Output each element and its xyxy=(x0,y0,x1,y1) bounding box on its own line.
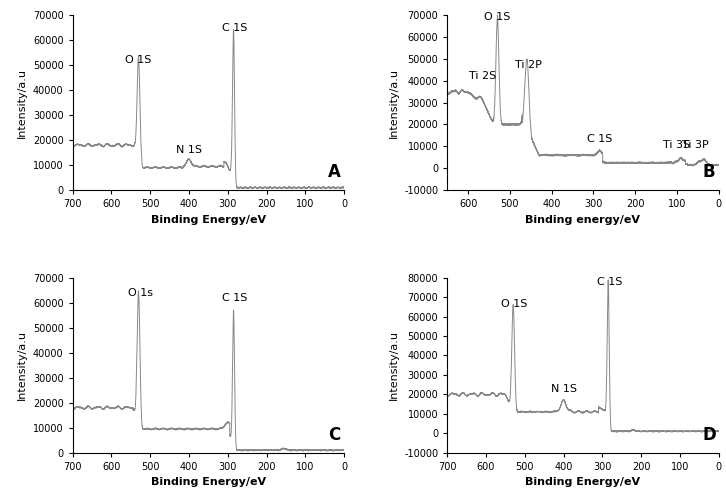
Text: N 1S: N 1S xyxy=(550,384,576,394)
Text: Ti 3S: Ti 3S xyxy=(664,140,690,150)
Text: C 1S: C 1S xyxy=(222,23,248,33)
Y-axis label: Intensity/a.u: Intensity/a.u xyxy=(17,330,28,400)
Text: C 1S: C 1S xyxy=(587,134,613,144)
Text: Ti 2P: Ti 2P xyxy=(515,60,542,70)
Text: O 1S: O 1S xyxy=(126,55,152,65)
Text: O 1s: O 1s xyxy=(128,288,153,298)
Text: Ti 3P: Ti 3P xyxy=(682,140,709,150)
Text: C 1S: C 1S xyxy=(597,277,622,287)
Y-axis label: Intensity/a.u: Intensity/a.u xyxy=(388,330,399,400)
Text: Ti 2S: Ti 2S xyxy=(469,71,497,81)
X-axis label: Binding Energy/eV: Binding Energy/eV xyxy=(526,477,640,487)
X-axis label: Binding Energy/eV: Binding Energy/eV xyxy=(151,215,266,225)
Y-axis label: Intensity/a.u: Intensity/a.u xyxy=(17,67,28,138)
Text: O 1S: O 1S xyxy=(501,299,528,309)
Text: N 1S: N 1S xyxy=(176,145,202,155)
X-axis label: Binding Energy/eV: Binding Energy/eV xyxy=(151,477,266,487)
Text: O 1S: O 1S xyxy=(484,12,510,22)
Text: B: B xyxy=(703,163,715,182)
Text: D: D xyxy=(703,426,717,444)
Text: A: A xyxy=(328,163,340,182)
Y-axis label: Intensity/a.u: Intensity/a.u xyxy=(388,67,399,138)
Text: C: C xyxy=(328,426,340,444)
X-axis label: Binding energy/eV: Binding energy/eV xyxy=(526,215,640,225)
Text: C 1S: C 1S xyxy=(222,293,248,303)
